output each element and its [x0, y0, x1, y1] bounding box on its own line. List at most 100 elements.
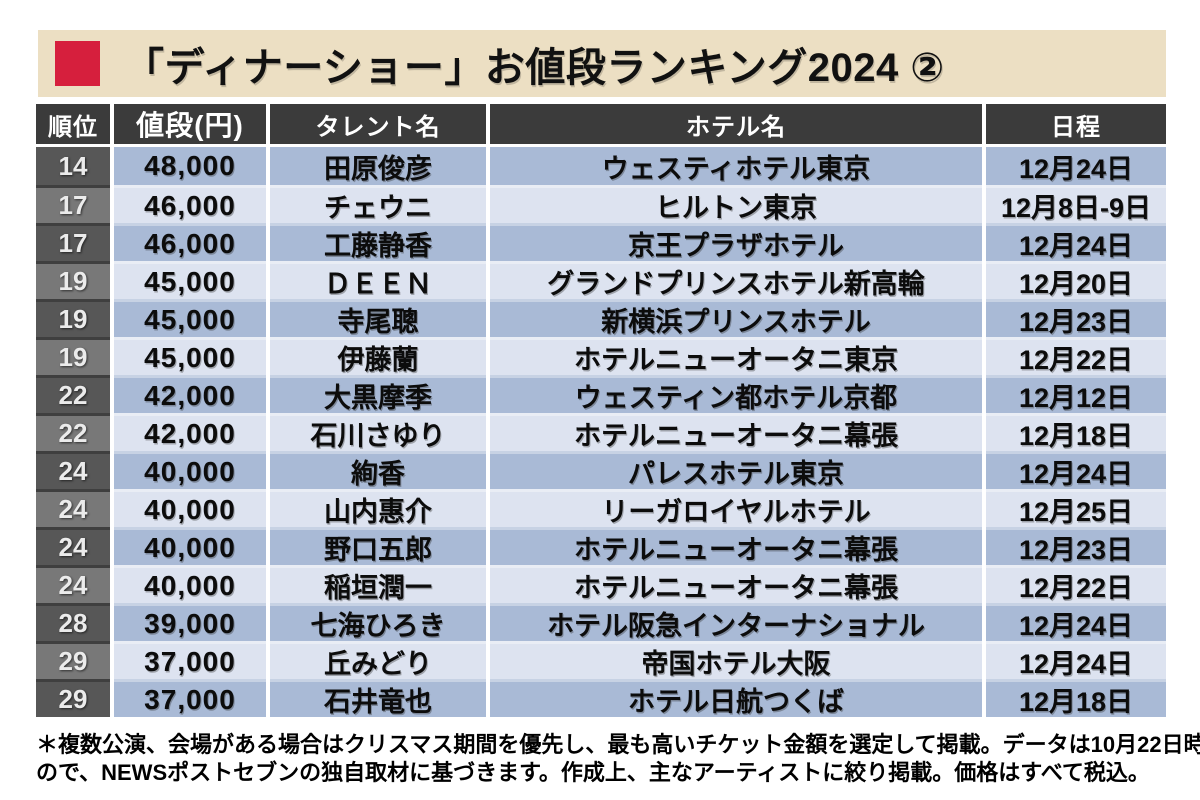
rank-cell: 17 [36, 185, 110, 223]
talent-cell: 稲垣潤一 [270, 565, 486, 603]
hotel-cell: ホテル日航つくば [490, 679, 982, 717]
rank-cell: 22 [36, 375, 110, 413]
table-row: 17 46,000 チェウニ ヒルトン東京 12月8日-9日 [36, 185, 1166, 223]
date-cell: 12月12日 [986, 375, 1166, 413]
rank-cell: 19 [36, 261, 110, 299]
hotel-cell: ホテルニューオータニ東京 [490, 337, 982, 375]
hotel-cell: 帝国ホテル大阪 [490, 641, 982, 679]
hotel-cell: パレスホテル東京 [490, 451, 982, 489]
table-row: 29 37,000 丘みどり 帝国ホテル大阪 12月24日 [36, 641, 1166, 679]
talent-cell: ＤＥＥＮ [270, 261, 486, 299]
hotel-cell: 京王プラザホテル [490, 223, 982, 261]
hotel-cell: ホテルニューオータニ幕張 [490, 527, 982, 565]
talent-cell: チェウニ [270, 185, 486, 223]
price-cell: 48,000 [114, 147, 266, 185]
talent-cell: 田原俊彦 [270, 147, 486, 185]
date-cell: 12月22日 [986, 565, 1166, 603]
rank-cell: 28 [36, 603, 110, 641]
rank-cell: 29 [36, 679, 110, 717]
page-title: 「ディナーショー」お値段ランキング2024 ② [124, 45, 945, 90]
date-cell: 12月18日 [986, 679, 1166, 717]
rank-cell: 17 [36, 223, 110, 261]
table-row: 24 40,000 野口五郎 ホテルニューオータニ幕張 12月23日 [36, 527, 1166, 565]
table-row: 28 39,000 七海ひろき ホテル阪急インターナショナル 12月24日 [36, 603, 1166, 641]
table-body: 14 48,000 田原俊彦 ウェスティホテル東京 12月24日 17 46,000 チェウニ… [36, 147, 1166, 717]
table-row: 22 42,000 石川さゆり ホテルニューオータニ幕張 12月18日 [36, 413, 1166, 451]
talent-cell: 工藤静香 [270, 223, 486, 261]
price-cell: 37,000 [114, 641, 266, 679]
price-cell: 46,000 [114, 223, 266, 261]
price-cell: 40,000 [114, 489, 266, 527]
price-cell: 40,000 [114, 527, 266, 565]
price-cell: 45,000 [114, 261, 266, 299]
date-cell: 12月24日 [986, 223, 1166, 261]
hotel-cell: ホテルニューオータニ幕張 [490, 413, 982, 451]
hotel-cell: ヒルトン東京 [490, 185, 982, 223]
rank-cell: 24 [36, 527, 110, 565]
column-header-talent: タレント名 [270, 104, 486, 144]
rank-cell: 14 [36, 147, 110, 185]
footnote: ＊複数公演、会場がある場合はクリスマス期間を優先し、最も高いチケット金額を選定し… [36, 731, 1200, 786]
price-cell: 37,000 [114, 679, 266, 717]
ranking-table: 順位 値段(円) タレント名 ホテル名 日程 14 48,000 田原俊彦 ウェスティホテル東… [36, 104, 1166, 717]
rank-cell: 24 [36, 489, 110, 527]
talent-cell: 七海ひろき [270, 603, 486, 641]
date-cell: 12月25日 [986, 489, 1166, 527]
column-header-date: 日程 [986, 104, 1166, 144]
red-square-icon [55, 41, 100, 86]
talent-cell: 大黒摩季 [270, 375, 486, 413]
table-row: 24 40,000 絢香 パレスホテル東京 12月24日 [36, 451, 1166, 489]
table-row: 17 46,000 工藤静香 京王プラザホテル 12月24日 [36, 223, 1166, 261]
date-cell: 12月23日 [986, 527, 1166, 565]
talent-cell: 丘みどり [270, 641, 486, 679]
rank-cell: 24 [36, 451, 110, 489]
price-cell: 42,000 [114, 375, 266, 413]
date-cell: 12月20日 [986, 261, 1166, 299]
footnote-line-2: ので、NEWSポストセブンの独自取材に基づきます。作成上、主なアーティストに絞り… [36, 759, 1150, 785]
table-row: 24 40,000 稲垣潤一 ホテルニューオータニ幕張 12月22日 [36, 565, 1166, 603]
talent-cell: 野口五郎 [270, 527, 486, 565]
price-cell: 40,000 [114, 565, 266, 603]
date-cell: 12月8日-9日 [986, 185, 1166, 223]
table-row: 19 45,000 ＤＥＥＮ グランドプリンスホテル新高輪 12月20日 [36, 261, 1166, 299]
talent-cell: 山内惠介 [270, 489, 486, 527]
date-cell: 12月24日 [986, 451, 1166, 489]
date-cell: 12月23日 [986, 299, 1166, 337]
hotel-cell: ホテルニューオータニ幕張 [490, 565, 982, 603]
hotel-cell: リーガロイヤルホテル [490, 489, 982, 527]
table-row: 22 42,000 大黒摩季 ウェスティン都ホテル京都 12月12日 [36, 375, 1166, 413]
rank-cell: 19 [36, 337, 110, 375]
hotel-cell: ウェスティホテル東京 [490, 147, 982, 185]
column-header-hotel: ホテル名 [490, 104, 982, 144]
talent-cell: 石川さゆり [270, 413, 486, 451]
table-row: 14 48,000 田原俊彦 ウェスティホテル東京 12月24日 [36, 147, 1166, 185]
price-cell: 46,000 [114, 185, 266, 223]
hotel-cell: ウェスティン都ホテル京都 [490, 375, 982, 413]
date-cell: 12月18日 [986, 413, 1166, 451]
price-cell: 39,000 [114, 603, 266, 641]
footnote-line-1: ＊複数公演、会場がある場合はクリスマス期間を優先し、最も高いチケット金額を選定し… [36, 732, 1200, 757]
table-row: 19 45,000 伊藤蘭 ホテルニューオータニ東京 12月22日 [36, 337, 1166, 375]
date-cell: 12月24日 [986, 641, 1166, 679]
date-cell: 12月24日 [986, 147, 1166, 185]
rank-cell: 22 [36, 413, 110, 451]
table-header-row: 順位 値段(円) タレント名 ホテル名 日程 [36, 104, 1166, 144]
rank-cell: 29 [36, 641, 110, 679]
talent-cell: 絢香 [270, 451, 486, 489]
table-row: 24 40,000 山内惠介 リーガロイヤルホテル 12月25日 [36, 489, 1166, 527]
hotel-cell: ホテル阪急インターナショナル [490, 603, 982, 641]
price-cell: 40,000 [114, 451, 266, 489]
rank-cell: 19 [36, 299, 110, 337]
talent-cell: 寺尾聰 [270, 299, 486, 337]
table-row: 29 37,000 石井竜也 ホテル日航つくば 12月18日 [36, 679, 1166, 717]
date-cell: 12月24日 [986, 603, 1166, 641]
table-row: 19 45,000 寺尾聰 新横浜プリンスホテル 12月23日 [36, 299, 1166, 337]
hotel-cell: グランドプリンスホテル新高輪 [490, 261, 982, 299]
price-cell: 42,000 [114, 413, 266, 451]
price-cell: 45,000 [114, 299, 266, 337]
title-band: 「ディナーショー」お値段ランキング2024 ② [38, 30, 1166, 97]
column-header-rank: 順位 [36, 104, 110, 144]
price-cell: 45,000 [114, 337, 266, 375]
rank-cell: 24 [36, 565, 110, 603]
talent-cell: 石井竜也 [270, 679, 486, 717]
